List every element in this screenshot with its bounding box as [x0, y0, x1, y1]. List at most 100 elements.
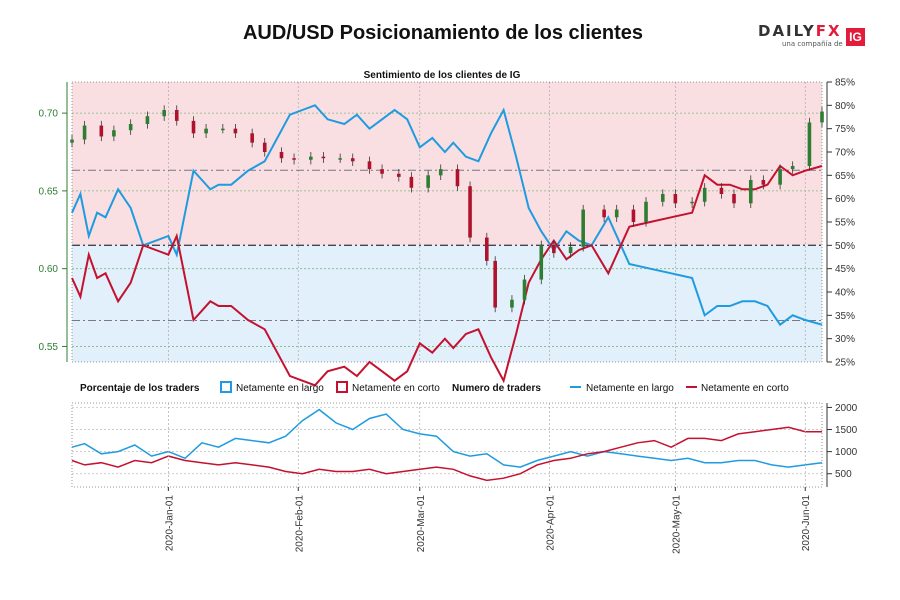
candle-body: [631, 209, 636, 222]
left-tick-label: 0.60: [39, 264, 59, 275]
candle-body: [552, 245, 556, 254]
candle-body: [568, 246, 573, 254]
right-tick-label: 45%: [835, 264, 855, 275]
candle-body: [493, 260, 497, 308]
candle-body: [262, 142, 267, 152]
legend-count-title: Numero de traders: [452, 383, 541, 394]
count-tick-label: 2000: [835, 403, 858, 414]
brand-logo: DAILYFX una compañía de IG: [758, 22, 868, 52]
x-tick-label: 2020-Jan-01: [164, 495, 175, 552]
candle-body: [522, 279, 527, 300]
candle-body: [82, 125, 87, 140]
x-tick-label: 2020-Jun-01: [801, 495, 812, 552]
candle-body: [732, 194, 736, 204]
count-tick-label: 500: [835, 469, 852, 480]
left-tick-label: 0.70: [39, 109, 59, 120]
candle-body: [673, 194, 678, 204]
candle-body: [719, 187, 724, 194]
candle-body: [250, 133, 254, 143]
right-tick-label: 70%: [835, 148, 855, 159]
candle-body: [112, 130, 116, 137]
x-tick-label: 2020-Apr-01: [546, 495, 557, 551]
candle-body: [761, 180, 766, 185]
count-tick-label: 1000: [835, 447, 858, 458]
candle-body: [292, 158, 296, 160]
brand-tagline: una compañía de: [782, 40, 843, 48]
right-tick-label: 35%: [835, 311, 855, 322]
candle-body: [338, 158, 342, 160]
candle-body: [602, 209, 606, 218]
candle-body: [191, 120, 196, 134]
candle-body: [468, 186, 472, 238]
legend-long-box-label: Netamente en largo: [236, 383, 324, 394]
candle-body: [455, 169, 460, 187]
candle-body: [409, 176, 414, 188]
candle-body: [807, 122, 812, 166]
x-tick-label: 2020-Feb-01: [294, 495, 305, 553]
legend-pct-title: Porcentaje de los traders: [80, 383, 200, 394]
count-frame: [71, 402, 823, 488]
candle-body: [321, 156, 326, 159]
short-zone: [72, 82, 822, 246]
short-sentiment-line: [71, 164, 823, 387]
page-title: AUD/USD Posicionamiento de los clientes: [242, 22, 644, 44]
candle-body: [204, 128, 208, 134]
candle-body: [70, 139, 74, 143]
candle-body: [397, 173, 401, 177]
right-tick-label: 75%: [835, 124, 855, 135]
long-zone: [72, 245, 822, 362]
x-tick-label: 2020-May-01: [671, 495, 682, 554]
legend-short-box: [336, 381, 348, 393]
ig-badge: IG: [846, 28, 865, 46]
candle-body: [309, 156, 313, 160]
candle-body: [233, 128, 238, 134]
right-tick-label: 40%: [835, 288, 855, 299]
candle-body: [380, 169, 384, 174]
right-tick-label: 55%: [835, 218, 855, 229]
long-count-line: [71, 408, 823, 468]
legend-short-line-label: Netamente en corto: [701, 383, 789, 394]
legend-long-box: [220, 381, 232, 393]
candle-body: [162, 110, 166, 117]
right-tick-label: 80%: [835, 101, 855, 112]
legend-short-box-label: Netamente en corto: [352, 383, 440, 394]
candle-body: [748, 180, 753, 204]
right-tick-label: 85%: [835, 78, 855, 89]
candle-body: [644, 201, 648, 222]
left-tick-label: 0.65: [39, 186, 59, 197]
candle-body: [426, 175, 430, 188]
candle-body: [485, 237, 489, 261]
x-tick-label: 2020-Mar-01: [416, 495, 427, 553]
candle-body: [581, 209, 585, 247]
right-tick-label: 60%: [835, 194, 855, 205]
candle-body: [702, 187, 707, 202]
plot-frame: [71, 81, 823, 363]
candle-body: [174, 110, 179, 121]
candle-body: [367, 161, 372, 170]
candle-body: [820, 111, 824, 123]
legend-long-line-label: Netamente en largo: [586, 383, 674, 394]
candle-body: [350, 158, 355, 162]
candle-body: [510, 299, 514, 308]
right-tick-label: 25%: [835, 358, 855, 369]
candle-body: [614, 209, 619, 218]
candle-body: [778, 169, 782, 185]
candle-body: [279, 152, 284, 159]
short-count-line: [71, 426, 822, 482]
candle-body: [438, 169, 443, 176]
panel-title: Sentimiento de los clientes de IG: [364, 70, 521, 81]
right-tick-label: 65%: [835, 171, 855, 182]
count-tick-label: 1500: [835, 425, 858, 436]
candle-body: [128, 124, 133, 131]
long-sentiment-line: [71, 104, 823, 327]
right-tick-label: 50%: [835, 241, 855, 252]
candle-body: [690, 201, 694, 204]
candle-body: [539, 245, 544, 280]
candle-body: [790, 166, 795, 170]
left-tick-label: 0.55: [39, 342, 59, 353]
right-tick-label: 30%: [835, 334, 855, 345]
candle-body: [660, 194, 665, 202]
candle-body: [99, 125, 104, 137]
brand-wordmark: DAILYFX: [758, 22, 842, 40]
